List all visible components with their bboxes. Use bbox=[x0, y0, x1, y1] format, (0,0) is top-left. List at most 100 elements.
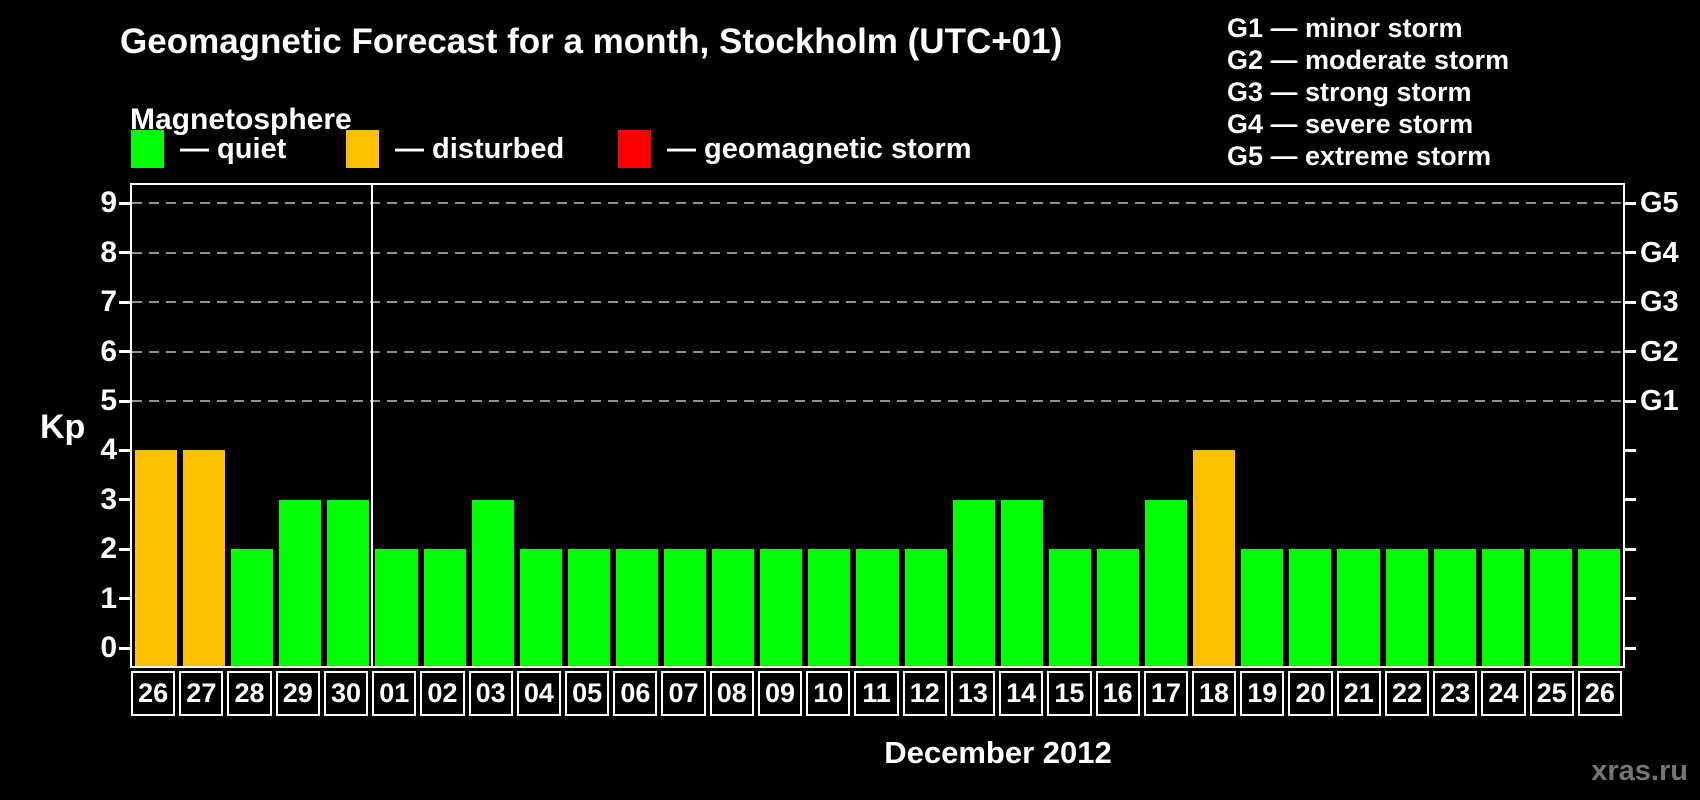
y-axis-tick-label: 2 bbox=[100, 532, 117, 566]
y-axis-tick-label: 5 bbox=[100, 384, 117, 417]
kp-bar bbox=[1433, 549, 1476, 666]
day-label: 15 bbox=[1047, 671, 1092, 716]
right-axis-tick bbox=[1624, 251, 1636, 255]
left-axis-tick bbox=[119, 448, 131, 452]
kp-bar bbox=[1000, 499, 1043, 666]
day-label: 13 bbox=[950, 671, 996, 716]
kp-bar bbox=[1529, 549, 1572, 666]
day-label: 23 bbox=[1433, 671, 1478, 716]
right-axis-tick bbox=[1624, 350, 1636, 354]
day-label: 07 bbox=[661, 671, 706, 716]
right-axis-tick bbox=[1624, 300, 1636, 304]
y-axis-tick-label: 0 bbox=[100, 631, 117, 664]
y-axis-tick-label: 1 bbox=[100, 581, 117, 615]
right-axis-label-g5: G5 bbox=[1640, 187, 1679, 220]
kp-bar bbox=[231, 549, 274, 666]
legend-label-quiet: — quiet bbox=[180, 132, 287, 165]
day-label: 03 bbox=[468, 671, 513, 716]
legend-swatch-storm bbox=[618, 130, 651, 168]
day-label: 12 bbox=[902, 671, 947, 716]
left-axis-tick bbox=[119, 646, 131, 650]
left-axis-tick bbox=[119, 399, 131, 403]
kp-color-legend: — quiet — disturbed — geomagnetic storm bbox=[0, 129, 1700, 169]
storm-scale-item-g5: G5 — extreme storm bbox=[1227, 141, 1492, 171]
storm-scale-item-g2: G2 — moderate storm bbox=[1227, 45, 1510, 75]
right-axis-tick bbox=[1624, 597, 1636, 601]
day-label: 10 bbox=[806, 671, 851, 716]
magnetosphere-label: Magnetosphere bbox=[130, 103, 352, 136]
right-axis-label-g3: G3 bbox=[1640, 286, 1679, 319]
gridline-kp9 bbox=[132, 202, 1623, 205]
gridline-kp5 bbox=[132, 400, 1623, 402]
day-label: 22 bbox=[1384, 671, 1430, 716]
day-label: 16 bbox=[1095, 671, 1140, 716]
kp-bar bbox=[375, 549, 418, 666]
watermark: xras.ru bbox=[1591, 755, 1688, 787]
page-title: Geomagnetic Forecast for a month, Stockh… bbox=[120, 22, 1063, 61]
kp-bar bbox=[808, 549, 851, 666]
gridline-kp7 bbox=[132, 301, 1623, 304]
storm-scale-item-g1: G1 — minor storm bbox=[1227, 13, 1463, 43]
y-axis-tick-label: 9 bbox=[100, 186, 117, 220]
legend-label-disturbed: — disturbed bbox=[395, 132, 565, 165]
kp-bar bbox=[856, 549, 899, 666]
right-axis-label-g1: G1 bbox=[1640, 385, 1679, 417]
left-axis-tick bbox=[119, 201, 131, 205]
right-axis-tick bbox=[1624, 646, 1636, 650]
day-label: 29 bbox=[275, 671, 320, 716]
kp-bar bbox=[760, 549, 803, 666]
day-label: 06 bbox=[613, 671, 658, 716]
x-axis-day-labels: 26 27 28 29 30 01 02 03 04 05 06 07 08 09 10 11 12 13 14 15… bbox=[130, 671, 1625, 716]
day-label: 27 bbox=[179, 671, 224, 716]
kp-bar bbox=[1577, 549, 1620, 666]
kp-bar bbox=[615, 549, 659, 666]
day-label: 01 bbox=[372, 671, 417, 716]
kp-bar bbox=[1289, 549, 1332, 666]
kp-bar bbox=[904, 549, 947, 666]
day-label: 26 bbox=[1577, 671, 1622, 716]
kp-bar bbox=[1145, 499, 1188, 666]
right-axis-tick bbox=[1624, 547, 1636, 551]
legend-item-storm: — geomagnetic storm bbox=[618, 129, 972, 169]
month-boundary-line bbox=[371, 185, 374, 666]
day-label: 19 bbox=[1240, 671, 1285, 716]
kp-bar bbox=[1048, 549, 1091, 666]
kp-bar bbox=[952, 499, 995, 666]
storm-scale-legend: G1 — minor storm G2 — moderate storm G3 — … bbox=[1227, 12, 1509, 172]
kp-bar bbox=[327, 499, 370, 666]
day-label: 05 bbox=[565, 671, 610, 716]
day-label: 18 bbox=[1191, 671, 1237, 716]
day-label: 04 bbox=[516, 671, 562, 716]
gridline-kp6 bbox=[132, 350, 1623, 353]
right-axis-label-g4: G4 bbox=[1640, 236, 1679, 269]
legend-label-storm: — geomagnetic storm bbox=[667, 132, 972, 165]
day-label: 09 bbox=[757, 671, 803, 716]
legend-item-quiet: — quiet bbox=[131, 129, 286, 169]
day-label: 24 bbox=[1481, 671, 1526, 716]
right-axis-tick bbox=[1624, 201, 1636, 205]
y-axis-tick-label: 7 bbox=[100, 285, 117, 319]
y-axis-tick-label: 8 bbox=[100, 235, 117, 269]
y-axis-title: Kp bbox=[40, 408, 86, 446]
kp-bar bbox=[1096, 549, 1140, 666]
y-axis-tick-label: 6 bbox=[100, 334, 117, 368]
kp-bar bbox=[567, 549, 610, 666]
storm-scale-item-g4: G4 — severe storm bbox=[1227, 109, 1474, 139]
kp-bar bbox=[1385, 549, 1428, 666]
left-axis-tick bbox=[119, 350, 131, 354]
legend-swatch-disturbed bbox=[346, 130, 379, 168]
legend-swatch-quiet bbox=[131, 130, 164, 168]
y-axis-tick-label: 4 bbox=[100, 433, 117, 467]
gridline-kp8 bbox=[132, 251, 1623, 254]
right-axis-tick bbox=[1624, 399, 1636, 403]
kp-bar bbox=[1241, 549, 1284, 666]
right-axis-tick bbox=[1624, 498, 1636, 502]
left-axis-tick bbox=[119, 300, 131, 304]
left-axis-tick bbox=[119, 251, 131, 255]
plot-area: G1 G2 G3 G4 G5 0 1 2 3 4 5 6 7 8 9 bbox=[100, 183, 1679, 668]
kp-bar bbox=[664, 549, 707, 666]
day-label: 14 bbox=[999, 671, 1044, 716]
kp-bar bbox=[423, 549, 466, 666]
storm-scale-item-g3: G3 — strong storm bbox=[1227, 77, 1472, 107]
